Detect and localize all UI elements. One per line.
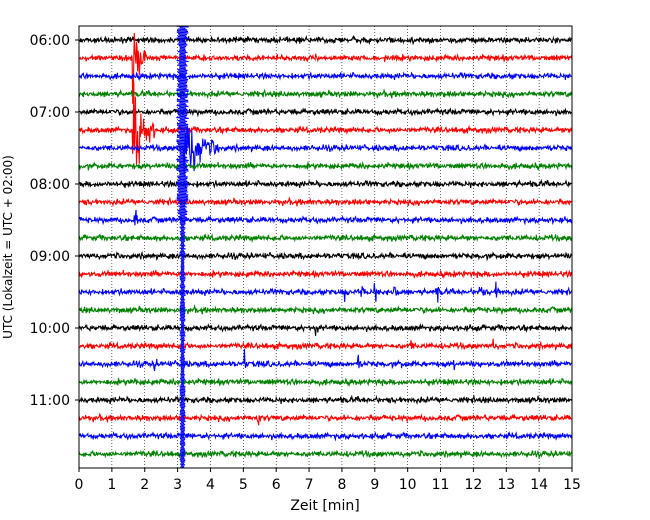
trace-line — [78, 338, 573, 352]
y-tick-label: 10:00 — [30, 321, 70, 337]
traces — [78, 25, 573, 469]
x-tick-label: 7 — [305, 477, 314, 493]
x-tick-label: 2 — [140, 477, 149, 493]
x-axis-label: Zeit [min] — [290, 498, 359, 514]
trace-line — [78, 377, 573, 388]
x-tick-label: 1 — [107, 477, 116, 493]
trace-line — [78, 196, 573, 207]
x-tick-label: 6 — [272, 477, 281, 493]
trace-line — [78, 448, 573, 459]
x-tick-label: 8 — [337, 477, 346, 493]
x-tick-label: 5 — [239, 477, 248, 493]
y-tick-label: 06:00 — [30, 33, 70, 49]
trace-line — [78, 32, 573, 104]
x-tick-label: 11 — [432, 477, 450, 493]
trace-line — [78, 107, 573, 118]
trace-line — [78, 71, 573, 82]
x-tick-label: 3 — [173, 477, 182, 493]
y-tick-label: 07:00 — [30, 105, 70, 121]
x-tick-label: 10 — [399, 477, 417, 493]
y-tick-label: 11:00 — [30, 393, 70, 409]
x-tick-label: 14 — [530, 477, 548, 493]
y-axis-ticks: 06:00 07:00 08:00 09:00 10:00 11:00 — [30, 33, 79, 409]
y-axis-label: UTC (Lokalzeit = UTC + 02:00) — [1, 155, 15, 339]
plot-background — [79, 26, 572, 468]
y-tick-label: 09:00 — [30, 249, 70, 265]
trace-line — [78, 268, 573, 280]
x-tick-label: 13 — [497, 477, 515, 493]
trace-line — [78, 34, 572, 46]
trace-line — [78, 281, 573, 303]
trace-line — [78, 232, 573, 244]
x-tick-label: 12 — [464, 477, 482, 493]
x-tick-label: 4 — [206, 477, 215, 493]
trace-line — [78, 250, 573, 262]
trace-line — [78, 431, 573, 442]
trace-line — [78, 209, 573, 226]
trace-line — [78, 88, 573, 100]
trace-line — [78, 349, 573, 372]
trace-line — [78, 178, 573, 189]
trace-line — [78, 394, 573, 405]
trace-line — [78, 126, 573, 175]
x-axis-ticks: 0 1 2 3 4 5 6 7 8 9 10 11 12 13 14 15 — [75, 468, 581, 493]
x-tick-label: 9 — [370, 477, 379, 493]
y-tick-label: 08:00 — [30, 177, 70, 193]
trace-line — [78, 322, 573, 336]
x-tick-label: 15 — [563, 477, 581, 493]
plot-frame — [78, 25, 573, 469]
x-tick-label: 0 — [75, 477, 84, 493]
trace-line — [78, 81, 573, 165]
trace-line — [78, 412, 573, 426]
trace-line — [78, 161, 573, 172]
trace-line — [78, 304, 573, 316]
